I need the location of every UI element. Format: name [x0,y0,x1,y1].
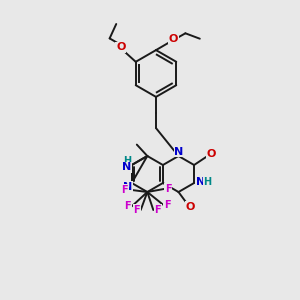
Text: N: N [175,147,184,157]
Text: O: O [206,149,216,159]
Text: N: N [196,177,205,187]
Text: O: O [169,34,178,44]
Text: H: H [203,177,212,187]
Text: F: F [154,205,161,215]
Text: F: F [124,201,131,212]
Text: F: F [133,205,140,215]
Text: H: H [123,156,131,166]
Text: O: O [116,42,125,52]
Text: F: F [165,184,171,194]
Text: N: N [123,182,132,192]
Text: F: F [164,200,170,210]
Text: N: N [122,162,132,172]
Text: O: O [185,202,195,212]
Text: F: F [121,184,128,195]
